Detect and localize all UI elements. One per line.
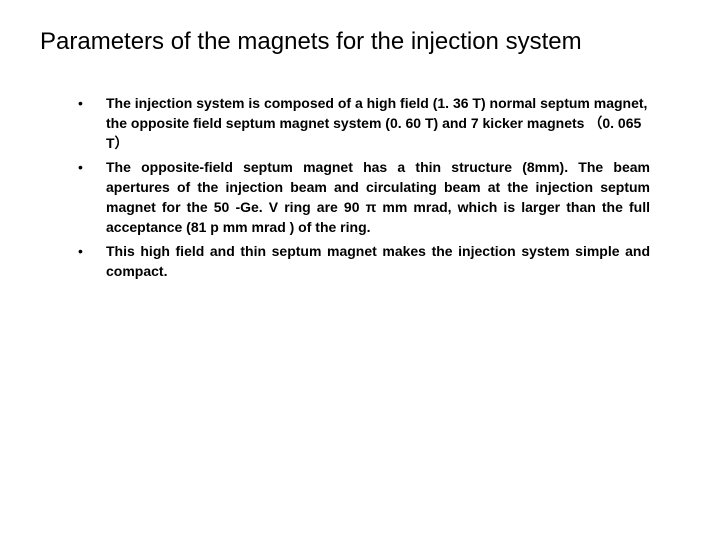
bullet-icon: •: [76, 241, 106, 261]
bullet-icon: •: [76, 157, 106, 177]
bullet-text: The opposite-field septum magnet has a t…: [106, 157, 650, 237]
bullet-text: This high field and thin septum magnet m…: [106, 241, 650, 281]
list-item: • This high field and thin septum magnet…: [76, 241, 650, 281]
slide: Parameters of the magnets for the inject…: [0, 0, 720, 540]
bullet-text: The injection system is composed of a hi…: [106, 93, 650, 153]
list-item: • The opposite-field septum magnet has a…: [76, 157, 650, 237]
bullet-icon: •: [76, 93, 106, 113]
list-item: • The injection system is composed of a …: [76, 93, 650, 153]
bullet-list: • The injection system is composed of a …: [40, 93, 680, 281]
slide-title: Parameters of the magnets for the inject…: [40, 28, 680, 57]
